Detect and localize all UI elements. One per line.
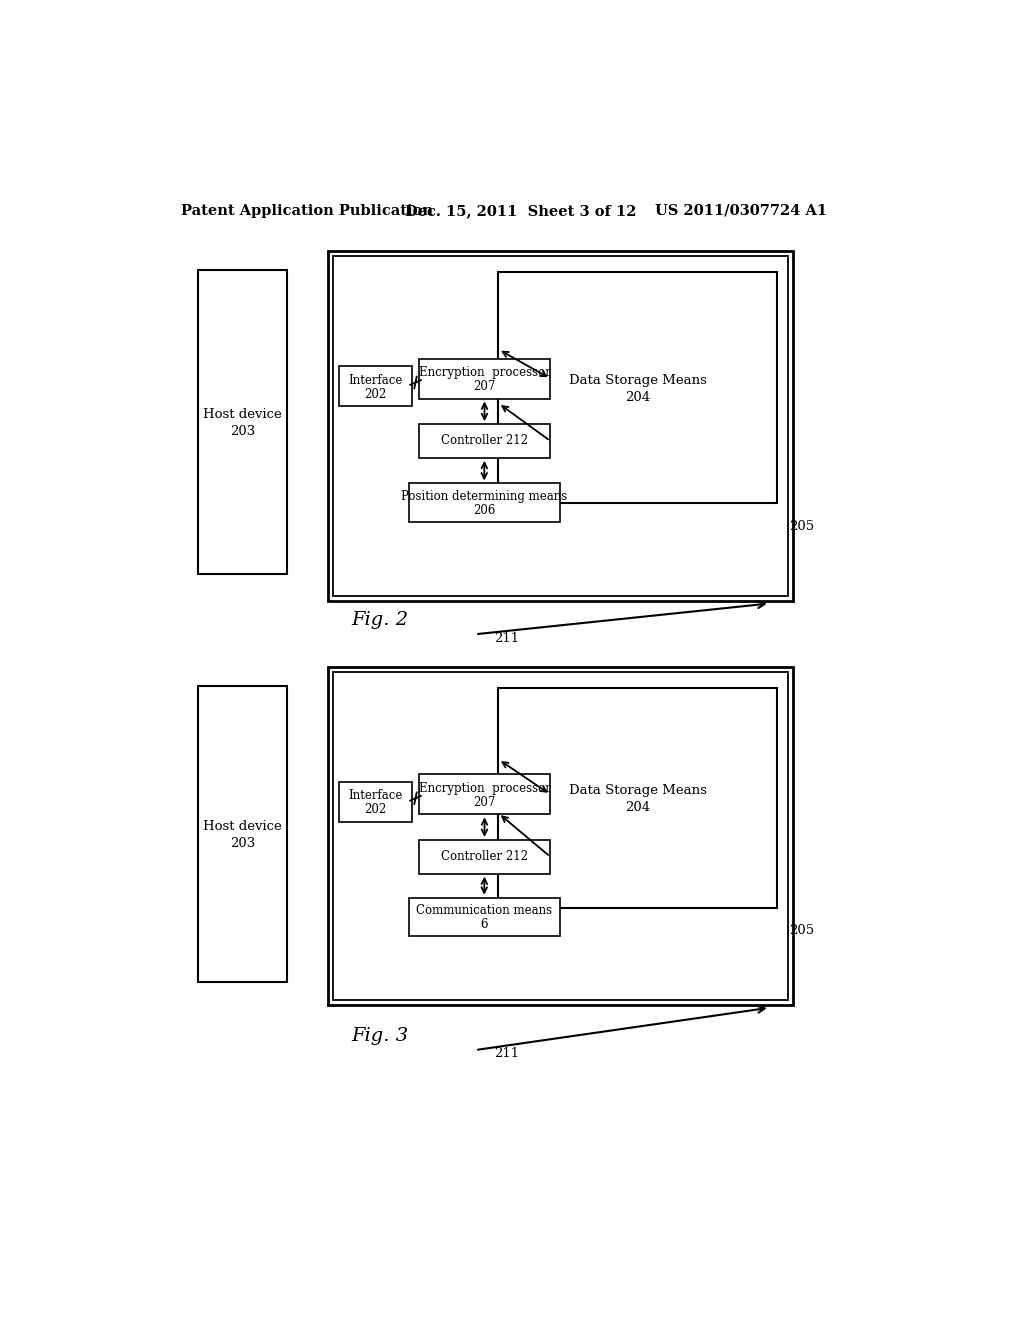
Text: Data Storage Means: Data Storage Means — [569, 784, 707, 797]
Text: Dec. 15, 2011  Sheet 3 of 12: Dec. 15, 2011 Sheet 3 of 12 — [406, 203, 637, 218]
Text: Host device: Host device — [203, 820, 282, 833]
Bar — [419, 840, 550, 874]
Bar — [499, 688, 777, 908]
Bar — [409, 898, 560, 936]
Text: 203: 203 — [229, 425, 255, 438]
Text: 207: 207 — [473, 380, 496, 393]
Bar — [339, 367, 413, 407]
Text: Controller 212: Controller 212 — [441, 850, 528, 863]
Text: 202: 202 — [365, 804, 387, 816]
Bar — [198, 271, 287, 574]
Bar — [334, 672, 787, 1001]
Bar — [419, 424, 550, 458]
Text: Data Storage Means: Data Storage Means — [569, 374, 707, 387]
Text: 211: 211 — [495, 631, 520, 644]
Text: 207: 207 — [473, 796, 496, 809]
Bar — [328, 251, 793, 601]
Bar — [499, 272, 777, 503]
Bar — [419, 775, 550, 814]
Bar — [409, 483, 560, 521]
Text: US 2011/0307724 A1: US 2011/0307724 A1 — [655, 203, 827, 218]
Bar — [198, 686, 287, 982]
Text: 6: 6 — [480, 917, 487, 931]
Text: 203: 203 — [229, 837, 255, 850]
Text: 205: 205 — [790, 924, 814, 937]
Bar — [334, 256, 787, 595]
Text: Encryption  processor: Encryption processor — [419, 366, 551, 379]
Text: 204: 204 — [626, 801, 650, 813]
Text: Encryption  processor: Encryption processor — [419, 781, 551, 795]
Text: Communication means: Communication means — [416, 904, 552, 917]
Text: Controller 212: Controller 212 — [441, 434, 528, 447]
Text: Host device: Host device — [203, 408, 282, 421]
Text: Position determining means: Position determining means — [401, 490, 567, 503]
Text: 206: 206 — [473, 504, 496, 517]
Text: 204: 204 — [626, 391, 650, 404]
Bar — [328, 667, 793, 1006]
Bar — [419, 359, 550, 399]
Text: Interface: Interface — [348, 374, 402, 387]
Text: Patent Application Publication: Patent Application Publication — [180, 203, 433, 218]
Text: Fig. 3: Fig. 3 — [351, 1027, 409, 1045]
Text: Interface: Interface — [348, 789, 402, 803]
Text: 202: 202 — [365, 388, 387, 400]
Bar — [339, 781, 413, 822]
Text: 205: 205 — [790, 520, 814, 533]
Text: 211: 211 — [495, 1047, 520, 1060]
Text: Fig. 2: Fig. 2 — [351, 611, 409, 630]
